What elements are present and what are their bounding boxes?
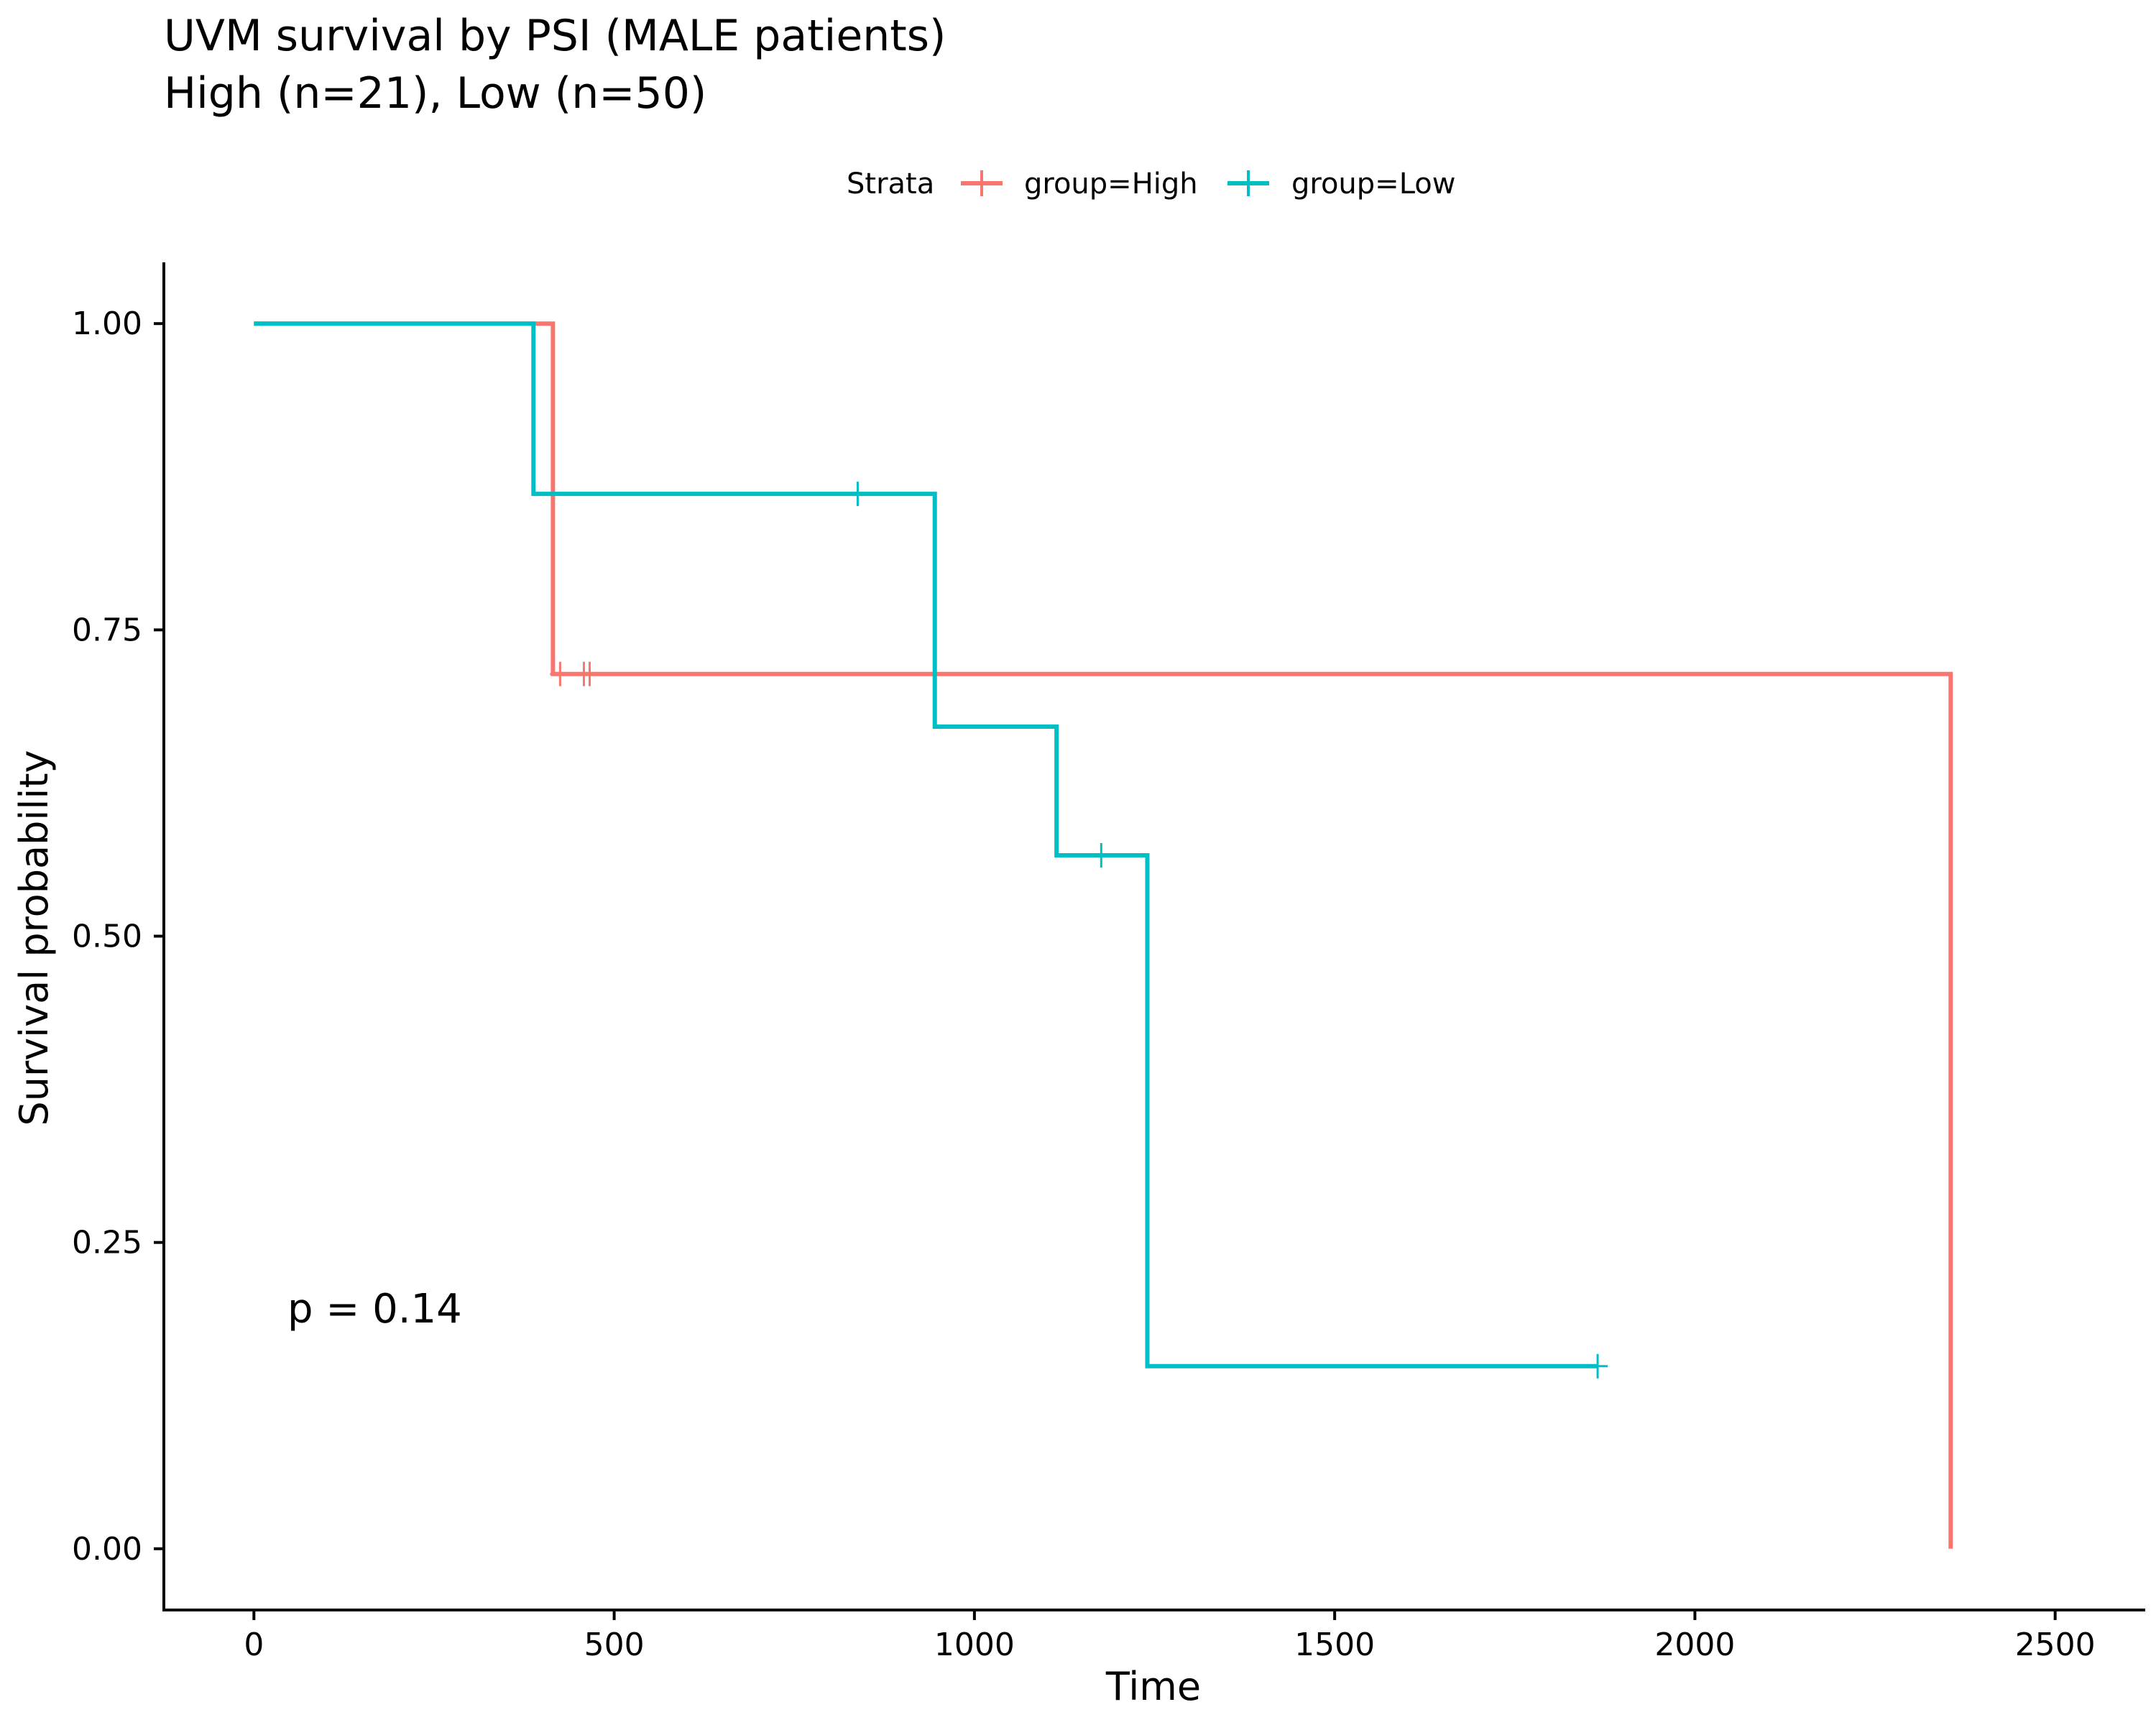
y-tick-label: 0.00 <box>72 1531 142 1568</box>
legend-label-low: group=Low <box>1291 167 1455 201</box>
p-value-label: p = 0.14 <box>287 1286 462 1333</box>
x-tick-label: 1500 <box>1294 1627 1375 1663</box>
legend-title: Strata <box>847 167 934 201</box>
censor-mark-low <box>1588 1353 1608 1379</box>
y-ticks: 0.00 0.25 0.50 0.75 1.00 <box>72 305 164 1568</box>
axes: 0.00 0.25 0.50 0.75 1.00 0 500 1000 1500 2000 250… <box>72 262 2145 1663</box>
x-tick-label: 2000 <box>1654 1627 1735 1663</box>
y-tick-label: 1.00 <box>72 305 142 342</box>
legend-label-high: group=High <box>1024 167 1198 201</box>
y-tick-label: 0.75 <box>72 612 142 648</box>
x-tick-label: 1000 <box>934 1627 1015 1663</box>
chart-title-line1: UVM survival by PSI (MALE patients) <box>164 11 946 61</box>
series-low-curve <box>254 321 1598 1368</box>
censor-mark-high <box>550 661 571 686</box>
y-tick-label: 0.50 <box>72 919 142 955</box>
chart-title-line2: High (n=21), Low (n=50) <box>164 68 706 119</box>
y-axis-title: Survival probability <box>11 750 57 1126</box>
legend: Strata group=High group=Low <box>847 167 1455 201</box>
x-tick-label: 0 <box>244 1627 264 1663</box>
x-tick-label: 500 <box>584 1627 645 1663</box>
y-tick-label: 0.25 <box>72 1225 142 1261</box>
legend-key-low <box>1227 170 1269 196</box>
x-axis-title: Time <box>1105 1664 1201 1709</box>
censor-mark-high <box>579 661 600 686</box>
x-ticks: 0 500 1000 1500 2000 2500 <box>244 1610 2096 1663</box>
x-tick-label: 2500 <box>2015 1627 2096 1663</box>
legend-key-high <box>961 170 1003 196</box>
censor-mark-low <box>1091 843 1112 868</box>
series-layer <box>254 321 1953 1549</box>
censor-mark-low <box>847 482 868 507</box>
